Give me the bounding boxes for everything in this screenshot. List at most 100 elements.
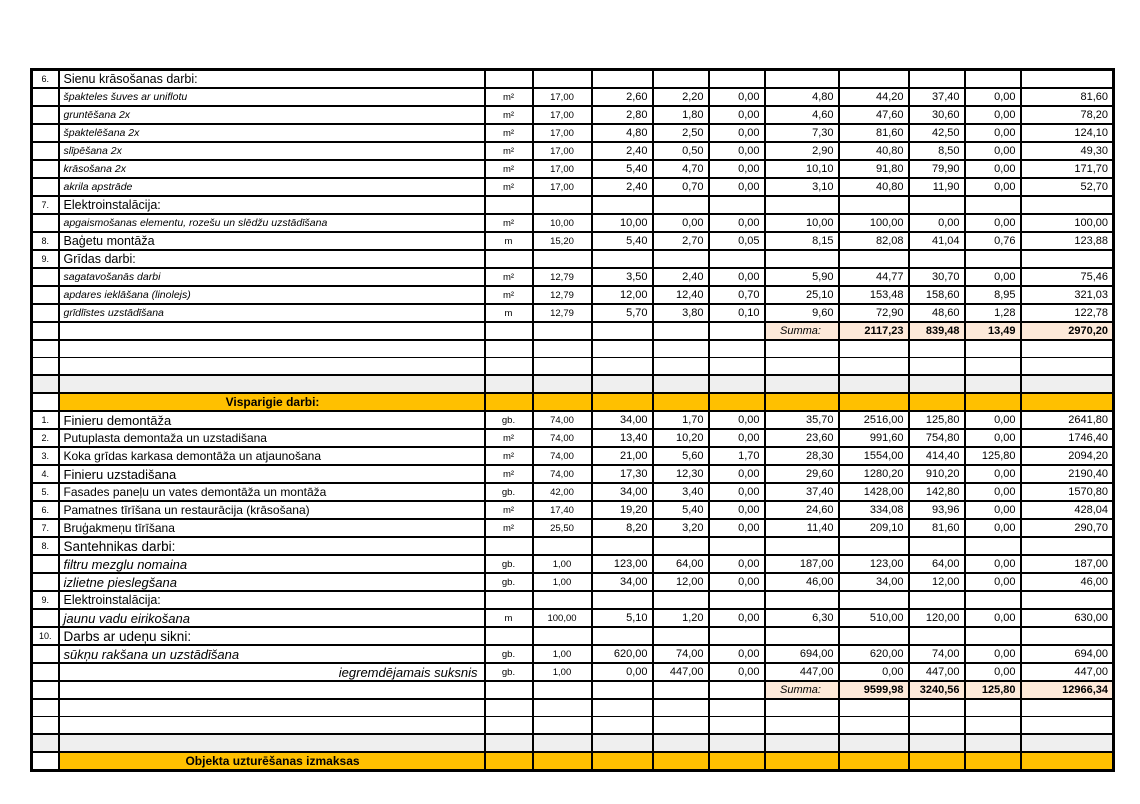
quantity-cell (531, 680, 593, 700)
value-cell (763, 733, 840, 753)
value-cell: 4,60 (763, 105, 840, 125)
row-number-cell: 7. (30, 518, 60, 538)
summa-label-cell: Summa: (763, 321, 840, 341)
value-cell: 0,00 (707, 105, 766, 125)
table-row: iegremdējamais suksnis gb. 1,00 0,00 447,00 0… (30, 662, 1115, 682)
quantity-cell (531, 536, 593, 556)
value-cell: 34,00 (590, 482, 654, 502)
value-cell (651, 321, 710, 341)
value-cell: 620,00 (590, 644, 654, 664)
table-row: 2. Putuplasta demontaža un uzstadišana m² 7… (30, 428, 1115, 448)
description-cell: krāsošana 2x (57, 159, 486, 179)
value-cell: 46,00 (1019, 572, 1115, 592)
value-cell: 10,00 (763, 213, 840, 233)
value-cell: 0,00 (963, 644, 1022, 664)
value-cell: 0,00 (963, 608, 1022, 628)
value-cell (763, 536, 840, 556)
value-cell: 9,60 (763, 303, 840, 323)
description-cell: Grīdas darbi: (57, 249, 486, 269)
quantity-cell (531, 590, 593, 610)
table-row (30, 698, 1115, 717)
value-cell: 12,30 (651, 464, 710, 484)
unit-cell (483, 321, 534, 341)
value-cell: 1428,00 (837, 482, 910, 502)
row-number-cell (30, 141, 60, 161)
unit-cell (483, 698, 534, 717)
value-cell (707, 392, 766, 412)
value-cell (1019, 195, 1115, 215)
row-number-cell (30, 159, 60, 179)
value-cell: 120,00 (907, 608, 966, 628)
value-cell: 8,15 (763, 231, 840, 251)
value-cell (651, 590, 710, 610)
value-cell (651, 195, 710, 215)
value-cell (837, 195, 910, 215)
table-row: Summa: 9599,98 3240,56 125,80 12966,34 (30, 680, 1115, 700)
value-cell: 0,05 (707, 231, 766, 251)
value-cell (1019, 626, 1115, 646)
quantity-cell: 12,79 (531, 267, 593, 287)
value-cell: 1280,20 (837, 464, 910, 484)
value-cell: 8,95 (963, 285, 1022, 305)
value-cell: 23,60 (763, 428, 840, 448)
value-cell: 0,00 (707, 572, 766, 592)
value-cell (907, 751, 966, 772)
value-cell: 4,80 (763, 87, 840, 107)
value-cell: 21,00 (590, 446, 654, 466)
value-cell: 0,00 (651, 213, 710, 233)
quantity-cell: 74,00 (531, 410, 593, 430)
unit-cell (483, 339, 534, 358)
value-cell (590, 357, 654, 376)
value-cell: 2,90 (763, 141, 840, 161)
value-cell: 37,40 (763, 482, 840, 502)
table-row: grīdlīstes uzstādīšana m 12,79 5,70 3,80 0,10… (30, 303, 1115, 323)
value-cell: 0,00 (590, 662, 654, 682)
description-cell: Putuplasta demontaža un uzstadišana (57, 428, 486, 448)
summa-total-cell: 2970,20 (1019, 321, 1115, 341)
value-cell: 0,70 (707, 285, 766, 305)
unit-cell: m (483, 608, 534, 628)
value-cell (963, 339, 1022, 358)
table-row: apdares ieklāšana (linolejs) m² 12,79 12,00… (30, 285, 1115, 305)
value-cell (651, 392, 710, 412)
value-cell (1019, 733, 1115, 753)
value-cell (963, 357, 1022, 376)
row-number-cell: 9. (30, 249, 60, 269)
value-cell: 3,40 (651, 482, 710, 502)
value-cell (763, 590, 840, 610)
value-cell: 2094,20 (1019, 446, 1115, 466)
table-row: 1. Finieru demontāža gb. 74,00 34,00 1,70 0,00… (30, 410, 1115, 430)
value-cell: 0,00 (707, 554, 766, 574)
value-cell: 1,70 (707, 446, 766, 466)
value-cell: 123,88 (1019, 231, 1115, 251)
value-cell (963, 195, 1022, 215)
value-cell: 37,40 (907, 87, 966, 107)
unit-cell (483, 392, 534, 412)
value-cell (590, 392, 654, 412)
description-cell: Fasades paneļu un vates demontāža un mon… (57, 482, 486, 502)
quantity-cell: 1,00 (531, 572, 593, 592)
row-number-cell: 1. (30, 410, 60, 430)
value-cell: 694,00 (763, 644, 840, 664)
value-cell: 334,08 (837, 500, 910, 520)
value-cell (907, 68, 966, 89)
value-cell (837, 68, 910, 89)
unit-cell: m² (483, 141, 534, 161)
value-cell: 910,20 (907, 464, 966, 484)
value-cell: 28,30 (763, 446, 840, 466)
summa-total-cell: 839,48 (907, 321, 966, 341)
table-row: sagatavošanās darbi m² 12,79 3,50 2,40 0,00 5,… (30, 267, 1115, 287)
value-cell: 122,78 (1019, 303, 1115, 323)
value-cell: 153,48 (837, 285, 910, 305)
value-cell (707, 590, 766, 610)
value-cell: 0,50 (651, 141, 710, 161)
table-row: Visparigie darbi: (30, 392, 1115, 412)
row-number-cell (30, 177, 60, 197)
row-number-cell: 10. (30, 626, 60, 646)
row-number-cell (30, 267, 60, 287)
value-cell: 81,60 (837, 123, 910, 143)
value-cell: 11,40 (763, 518, 840, 538)
value-cell: 42,50 (907, 123, 966, 143)
unit-cell (483, 590, 534, 610)
value-cell (707, 536, 766, 556)
